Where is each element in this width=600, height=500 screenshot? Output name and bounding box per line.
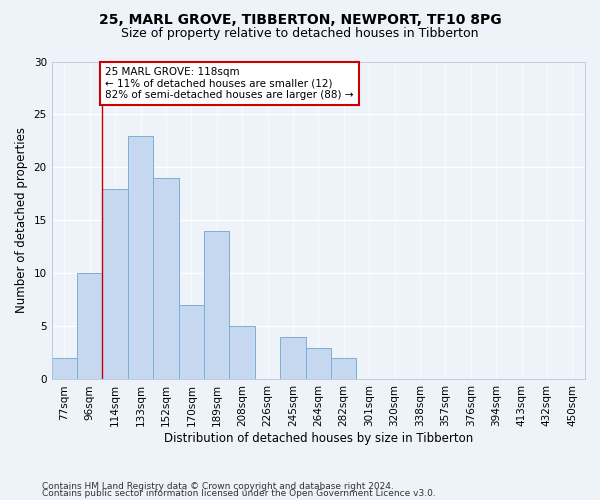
Y-axis label: Number of detached properties: Number of detached properties (15, 128, 28, 314)
Bar (153, 178, 179, 380)
Bar (128, 136, 153, 380)
Bar (52, 358, 77, 380)
Bar (103, 188, 128, 380)
Bar (280, 337, 305, 380)
Bar (229, 326, 255, 380)
Bar (305, 348, 331, 380)
Text: Size of property relative to detached houses in Tibberton: Size of property relative to detached ho… (121, 28, 479, 40)
Bar (77, 274, 103, 380)
Bar (179, 306, 204, 380)
Text: 25, MARL GROVE, TIBBERTON, NEWPORT, TF10 8PG: 25, MARL GROVE, TIBBERTON, NEWPORT, TF10… (98, 12, 502, 26)
Text: Contains public sector information licensed under the Open Government Licence v3: Contains public sector information licen… (42, 490, 436, 498)
X-axis label: Distribution of detached houses by size in Tibberton: Distribution of detached houses by size … (164, 432, 473, 445)
Text: 25 MARL GROVE: 118sqm
← 11% of detached houses are smaller (12)
82% of semi-deta: 25 MARL GROVE: 118sqm ← 11% of detached … (105, 67, 353, 100)
Text: Contains HM Land Registry data © Crown copyright and database right 2024.: Contains HM Land Registry data © Crown c… (42, 482, 394, 491)
Bar (331, 358, 356, 380)
Bar (204, 231, 229, 380)
